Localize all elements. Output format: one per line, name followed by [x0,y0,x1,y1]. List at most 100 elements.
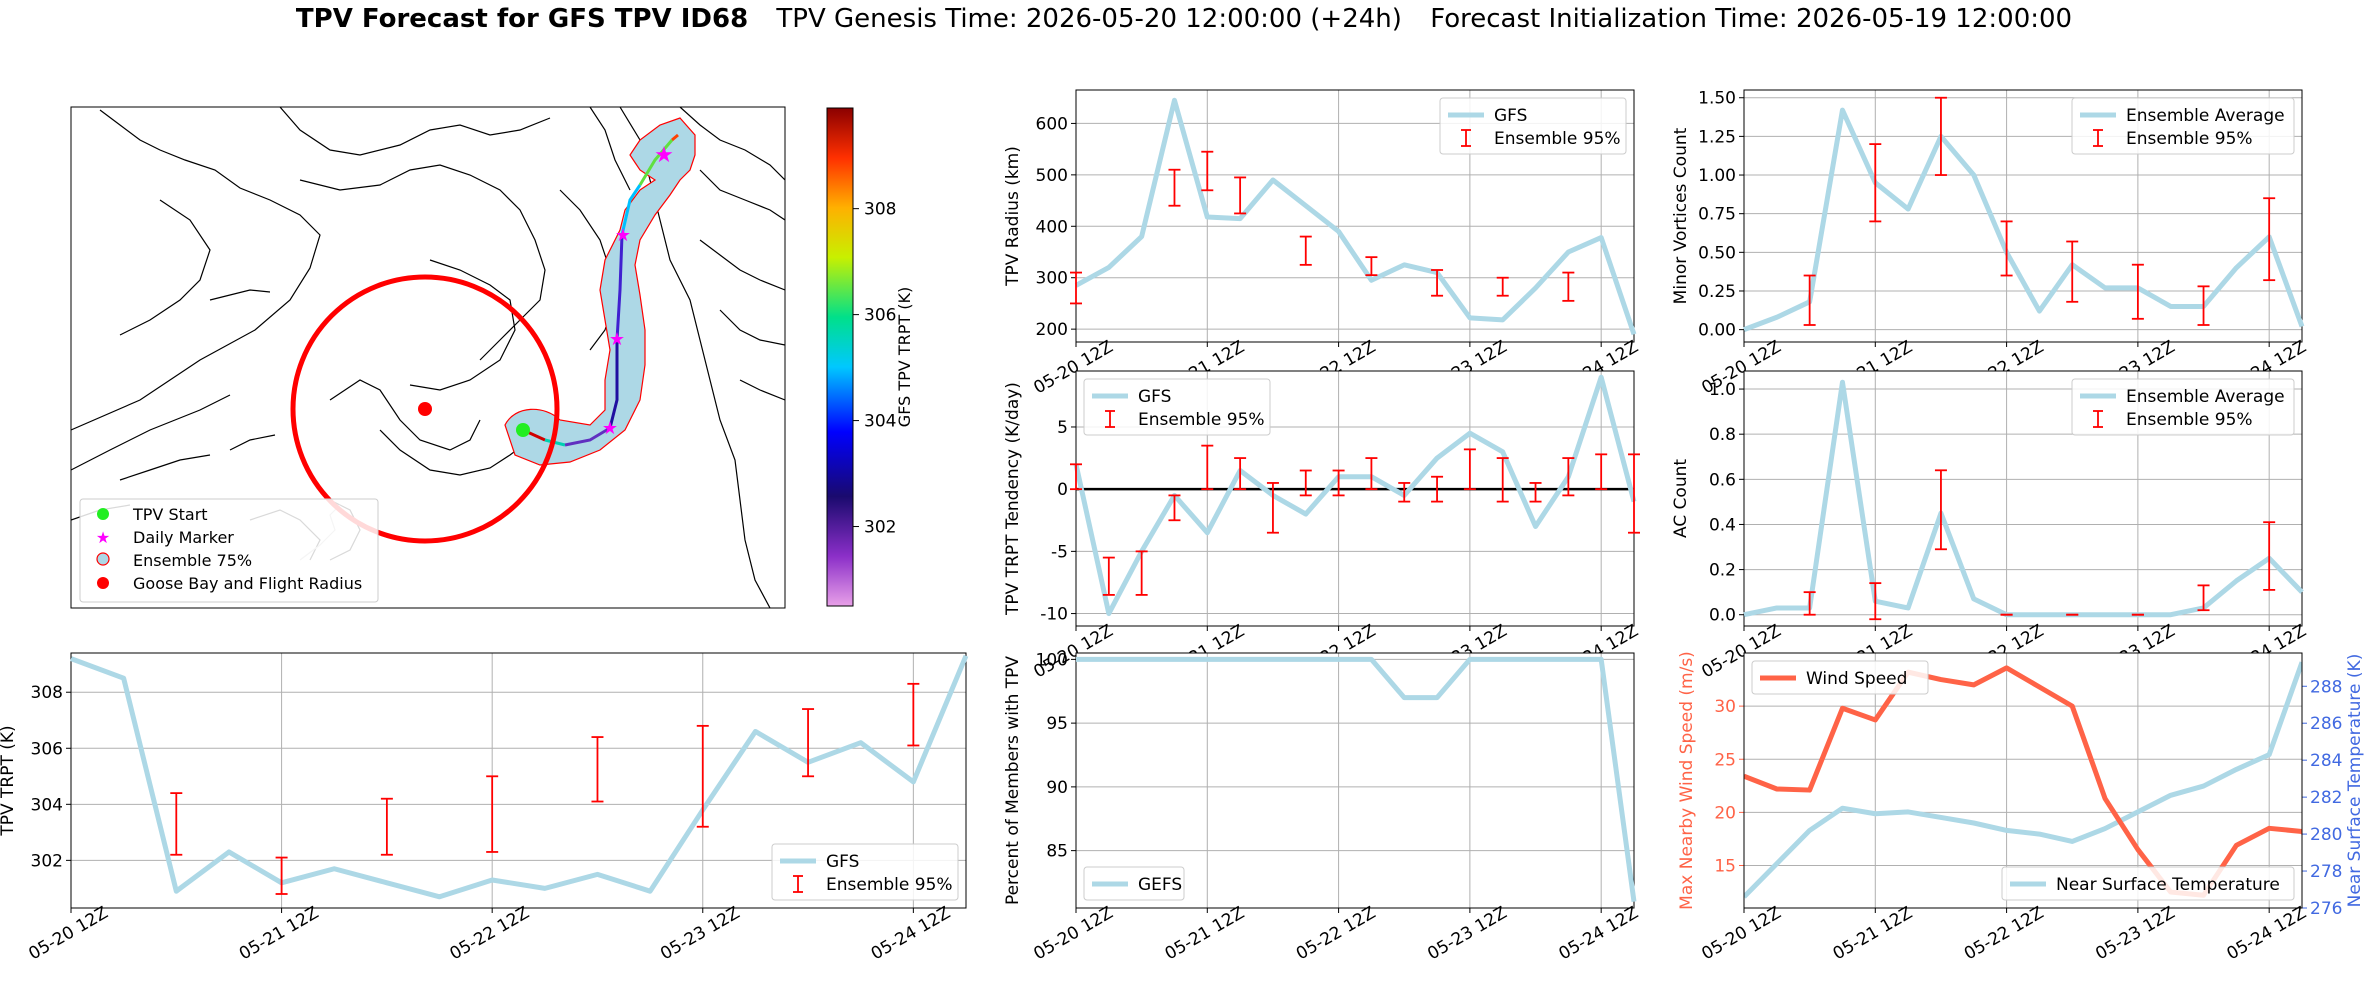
y-tick-label: 0 [1057,480,1068,500]
members-panel: 85 90 95 100 05-20 12Z 05-21 12Z 05-22 12Z 05-2… [1003,650,1642,964]
x-tick-label: 05-24 12Z [1556,903,1642,964]
legend-box [1083,378,1271,436]
legend-goose-symbol [97,577,109,589]
x-tick-label: 05-22 12Z [1961,903,2047,964]
tpv-start-marker [516,423,530,437]
legend-label-goose: Goose Bay and Flight Radius [133,574,362,593]
legend-box [771,843,959,901]
axes-frame [1743,89,2303,343]
legend-ensemble-symbol [96,552,110,566]
wind-temp-panel: 05-20 12Z 05-21 12Z 05-22 12Z 05-23 12Z 05-2… [1677,651,2365,964]
wind-speed-line [1744,665,2302,898]
legend-label: Ensemble Average [2126,106,2285,126]
legend-label: Ensemble 95% [2126,129,2253,149]
legend-box [2071,378,2295,436]
y-tick-label-left: 25 [1714,750,1736,770]
y-tick-label: 400 [1036,217,1068,237]
daily-marker-3: ★ [615,225,631,246]
daily-marker-1: ★ [602,418,618,439]
figure-title: TPV Forecast for GFS TPV ID68 TPV Genesi… [0,4,2368,34]
legend-start-symbol [97,508,109,520]
series-clip-group [1744,661,2302,899]
colorbar-tick-label: 304 [864,412,896,432]
y-tick-label: 1.0 [1709,380,1736,400]
axes-frame [1075,89,1635,343]
legend-label-ensemble: Ensemble 75% [133,551,252,570]
axes-frame [70,652,967,909]
colorbar-ticks: 302 304 306 308 [853,200,896,538]
y-tick-label: 304 [31,795,63,815]
x-tick-label: 05-24 12Z [2224,903,2310,964]
y-tick-label-right: 288 [2310,677,2342,697]
y-tick-label: 500 [1036,166,1068,186]
x-tick-label: 05-20 12Z [1698,903,1784,964]
legend-label: GFS [1138,387,1171,407]
y-tick-label: 0.2 [1709,561,1736,581]
init-time: Forecast Initialization Time: 2026-05-19… [1430,4,2073,34]
x-tick-label: 05-21 12Z [1162,903,1248,964]
trpt-panel: 302 304 306 308 05-20 12Z 05-21 12Z 05-22 12Z 0… [0,652,969,964]
series-line [1743,379,2304,618]
series-line [1074,97,1637,336]
legend-label: Ensemble 95% [1494,129,1621,149]
y-axis-label: AC Count [1671,459,1691,538]
x-tick-label: 05-21 12Z [1830,903,1916,964]
x-tick-label: 05-23 12Z [2092,903,2178,964]
colorbar-tick-label: 308 [864,200,896,220]
y-tick-label: 200 [1036,320,1068,340]
legend-label: Ensemble Average [2126,387,2285,407]
y-tick-label-left: 30 [1714,697,1736,717]
y-tick-label: 0.75 [1698,205,1736,225]
y-tick-label-right: 282 [2310,788,2342,808]
plot-area [1076,653,1634,908]
x-tick-label: 05-23 12Z [1424,903,1510,964]
legend-label: Ensemble 95% [826,875,953,895]
y-tick-label: 302 [31,851,63,871]
daily-marker-4: ★ [654,143,674,168]
legend-label: Wind Speed [1806,669,1907,689]
legend-box [1083,866,1185,901]
y-axis-label: Percent of Members with TPV [1003,656,1023,905]
x-tick-label: 05-22 12Z [447,903,533,964]
y-tick-label: -5 [1051,542,1068,562]
colorbar: 302 304 306 308 GFS TPV TRPT (K) [826,107,914,607]
y-tick-label-right: 276 [2310,899,2342,919]
y-tick-label: 90 [1046,778,1068,798]
axes-frame [1743,652,2303,909]
legend-label: Ensemble 95% [2126,410,2253,430]
y-tick-label: 308 [31,683,63,703]
series-line [70,654,969,900]
goose-bay-marker [418,402,432,416]
y-tick-label: 1.00 [1698,166,1736,186]
x-tick-label: 05-22 12Z [1293,903,1379,964]
ac-count-panel: 0.00.20.40.60.81.005-20 12Z 05-21 12Z 05-2… [1671,370,2310,682]
y-tick-label-left: 15 [1714,857,1736,877]
y-tick-label: 1.50 [1698,89,1736,109]
x-tick-label: 05-20 12Z [25,903,111,964]
legend-daily-symbol: ★ [96,528,110,547]
legend-label: GFS [826,852,859,872]
legend-box [1751,660,1929,695]
legend-label: GFS [1494,106,1527,126]
legend-label: GEFS [1138,875,1182,895]
legend-label: Near Surface Temperature [2056,875,2280,895]
series-line [1743,107,2305,332]
y-tick-label: 1.25 [1698,127,1736,147]
coastlines [71,107,785,608]
legend-box [2071,97,2295,155]
y-tick-label: 0.50 [1698,243,1736,263]
y-tick-label: -10 [1040,605,1068,625]
y-tick-label-right: 286 [2310,714,2342,734]
y-tick-label: 95 [1046,714,1068,734]
y-tick-label-right: 278 [2310,862,2342,882]
y-tick-label: 0.25 [1698,282,1736,302]
colorbar-label: GFS TPV TRPT (K) [895,287,914,427]
y-tick-label: 300 [1036,269,1068,289]
x-tick-label: 05-23 12Z [657,903,743,964]
y-tick-label: 306 [31,739,63,759]
y-axis-label: TPV TRPT Tendency (K/day) [1003,382,1023,616]
